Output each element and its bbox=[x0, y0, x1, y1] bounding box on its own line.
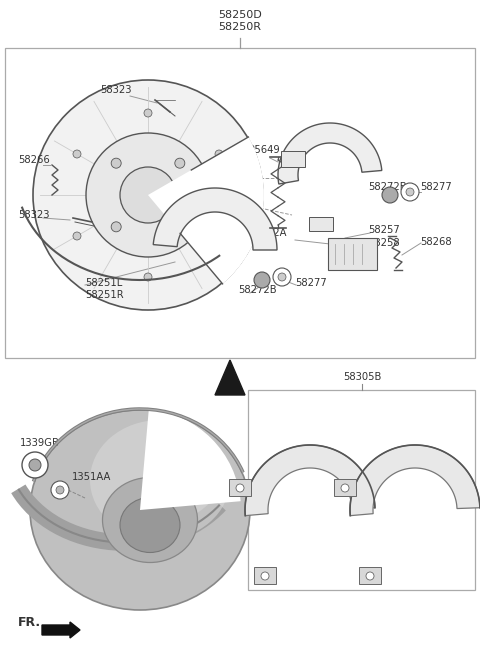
Text: FR.: FR. bbox=[18, 615, 41, 628]
Text: 58257: 58257 bbox=[368, 225, 400, 235]
Text: 58266: 58266 bbox=[18, 155, 50, 165]
Text: 58251R: 58251R bbox=[85, 290, 124, 300]
FancyArrow shape bbox=[42, 622, 80, 638]
Circle shape bbox=[215, 150, 223, 158]
Circle shape bbox=[273, 268, 291, 286]
Circle shape bbox=[261, 572, 269, 580]
Circle shape bbox=[366, 572, 374, 580]
Circle shape bbox=[254, 272, 270, 288]
Text: 58305B: 58305B bbox=[343, 372, 381, 382]
Wedge shape bbox=[148, 137, 264, 284]
FancyBboxPatch shape bbox=[328, 238, 377, 270]
Text: 58272B: 58272B bbox=[368, 182, 407, 192]
Text: 58250D: 58250D bbox=[218, 10, 262, 20]
Circle shape bbox=[120, 167, 176, 223]
FancyBboxPatch shape bbox=[254, 567, 276, 584]
Text: 58258: 58258 bbox=[368, 238, 400, 248]
Polygon shape bbox=[245, 445, 375, 516]
Circle shape bbox=[401, 183, 419, 201]
Wedge shape bbox=[140, 409, 240, 510]
Circle shape bbox=[33, 80, 263, 310]
Ellipse shape bbox=[103, 478, 197, 562]
Text: 58251L: 58251L bbox=[85, 278, 122, 288]
Text: 58250R: 58250R bbox=[218, 22, 262, 32]
Circle shape bbox=[73, 232, 81, 240]
Text: 1339GB: 1339GB bbox=[20, 438, 60, 448]
Circle shape bbox=[175, 222, 185, 232]
Polygon shape bbox=[278, 123, 382, 184]
FancyBboxPatch shape bbox=[359, 567, 381, 584]
Text: 25649: 25649 bbox=[248, 145, 280, 155]
Circle shape bbox=[29, 459, 41, 471]
Text: 58277: 58277 bbox=[295, 278, 327, 288]
Circle shape bbox=[406, 188, 414, 196]
Text: 1351AA: 1351AA bbox=[72, 472, 111, 482]
Circle shape bbox=[22, 452, 48, 478]
Circle shape bbox=[278, 273, 286, 281]
Polygon shape bbox=[215, 360, 245, 395]
Ellipse shape bbox=[30, 410, 250, 610]
Text: 58323: 58323 bbox=[100, 85, 132, 95]
Bar bbox=[248, 390, 475, 590]
Text: 58277: 58277 bbox=[420, 182, 452, 192]
Circle shape bbox=[111, 158, 121, 168]
Bar bbox=[5, 48, 475, 358]
Ellipse shape bbox=[90, 420, 230, 540]
Circle shape bbox=[86, 133, 210, 257]
Circle shape bbox=[215, 232, 223, 240]
Polygon shape bbox=[350, 445, 480, 516]
Text: 58312A: 58312A bbox=[248, 228, 287, 238]
Circle shape bbox=[341, 484, 349, 492]
FancyBboxPatch shape bbox=[334, 479, 356, 496]
Polygon shape bbox=[153, 188, 277, 250]
Circle shape bbox=[175, 158, 185, 168]
FancyBboxPatch shape bbox=[281, 151, 305, 167]
Circle shape bbox=[73, 150, 81, 158]
Circle shape bbox=[382, 187, 398, 203]
Text: 58323: 58323 bbox=[18, 210, 49, 220]
Circle shape bbox=[111, 222, 121, 232]
Ellipse shape bbox=[120, 497, 180, 552]
Text: 58268: 58268 bbox=[420, 237, 452, 247]
Circle shape bbox=[56, 486, 64, 494]
Circle shape bbox=[144, 273, 152, 281]
Circle shape bbox=[236, 484, 244, 492]
Text: 58272B: 58272B bbox=[238, 285, 276, 295]
FancyBboxPatch shape bbox=[229, 479, 251, 496]
Circle shape bbox=[144, 109, 152, 117]
Circle shape bbox=[51, 481, 69, 499]
FancyBboxPatch shape bbox=[309, 217, 333, 231]
